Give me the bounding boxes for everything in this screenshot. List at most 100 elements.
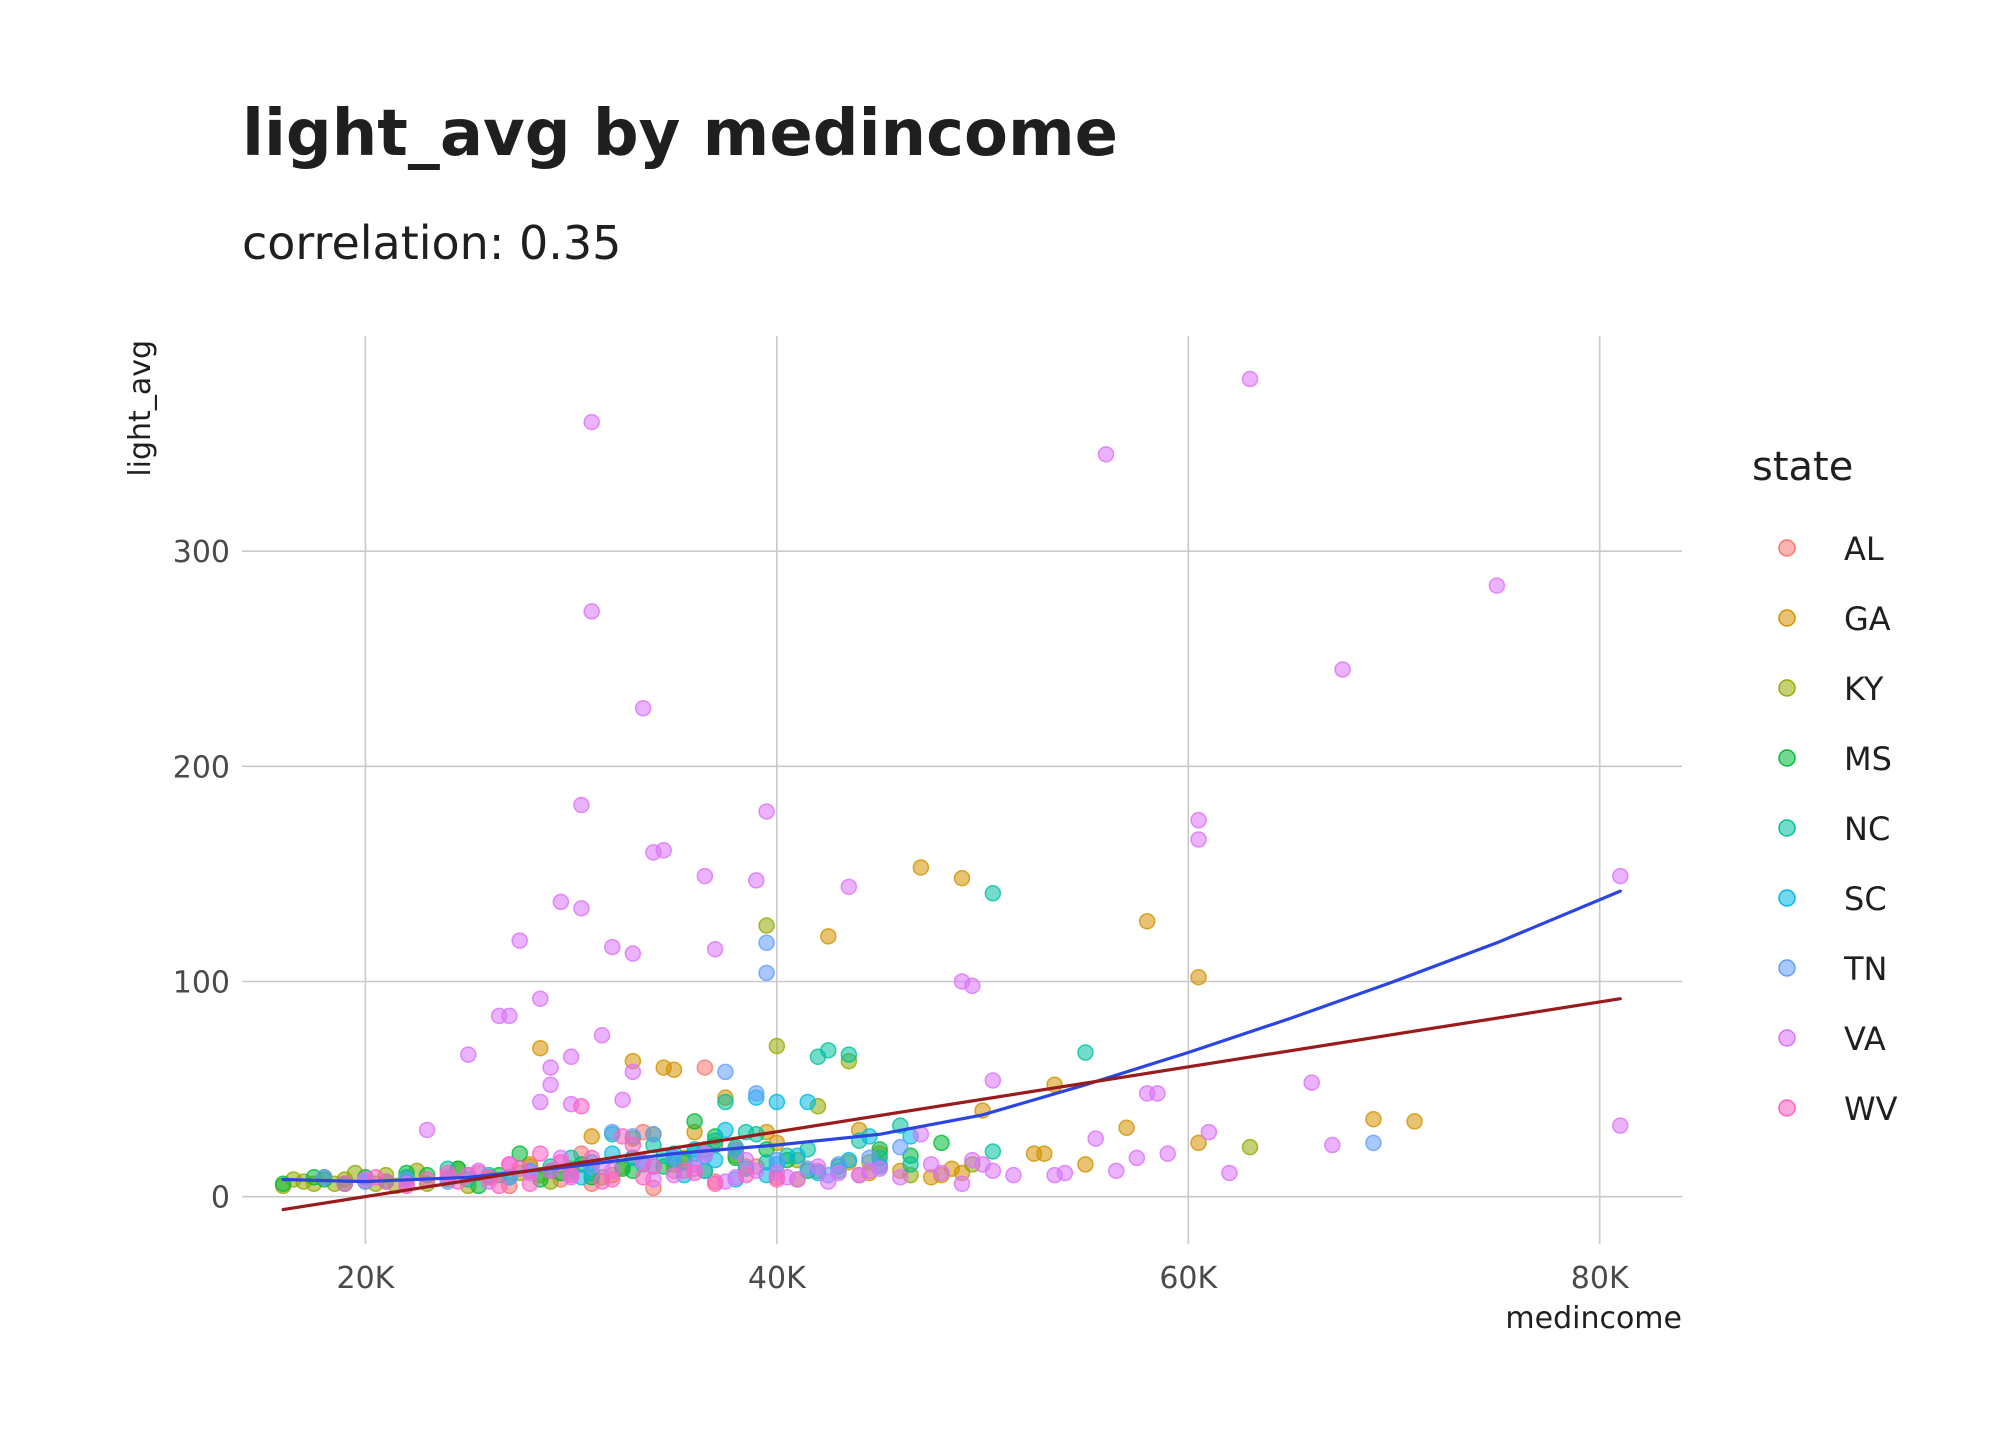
data-point-va <box>552 893 570 911</box>
data-point-tn <box>892 1138 909 1156</box>
data-point-va <box>1221 1164 1238 1182</box>
data-point-va <box>542 1059 559 1076</box>
data-point-va <box>1097 446 1115 463</box>
data-point-ms <box>933 1134 950 1152</box>
data-point-va <box>624 945 642 962</box>
data-point-tn <box>758 934 775 952</box>
data-point-va <box>748 872 765 889</box>
data-point-va <box>460 1046 477 1063</box>
data-point-va <box>1241 370 1259 388</box>
data-points <box>274 370 1629 1197</box>
data-point-ga <box>1190 968 1207 986</box>
data-point-sc <box>799 1093 816 1111</box>
legend-title: state <box>1752 444 1853 490</box>
data-point-va <box>614 1091 631 1109</box>
x-tick-label: 80K <box>1571 1261 1630 1296</box>
data-point-ga <box>532 1039 549 1057</box>
y-axis-tick-labels: 0 100 200 300 <box>173 535 230 1215</box>
data-point-va <box>1200 1123 1218 1141</box>
data-point-va <box>1303 1074 1320 1091</box>
data-point-ga <box>820 928 837 945</box>
data-point-va <box>696 867 714 885</box>
legend-label-nc: NC <box>1844 810 1890 848</box>
data-point-nc <box>840 1046 858 1063</box>
data-point-ms <box>686 1113 703 1130</box>
legend-label-ga: GA <box>1844 600 1891 638</box>
data-point-va <box>634 699 652 717</box>
data-point-va <box>1108 1162 1125 1180</box>
data-point-tn <box>316 1169 333 1186</box>
x-tick-label: 60K <box>1159 1261 1218 1296</box>
legend-key-wv <box>1778 1099 1796 1117</box>
data-point-va <box>737 1151 755 1169</box>
legend: state AL GA KY MS NC SC TN VA WV <box>1752 444 1898 1128</box>
data-point-tn <box>717 1063 734 1081</box>
legend-key-ky <box>1778 679 1796 697</box>
legend-label-wv: WV <box>1844 1090 1898 1128</box>
data-point-ga <box>1036 1145 1053 1162</box>
data-point-va <box>1046 1166 1063 1184</box>
legend-key-nc <box>1778 819 1796 837</box>
data-point-va <box>624 1063 642 1081</box>
data-point-va <box>542 1076 559 1094</box>
data-point-va <box>583 413 600 431</box>
data-point-sc <box>768 1093 786 1111</box>
legend-key-va <box>1778 1029 1796 1047</box>
legend-key-al <box>1778 539 1796 557</box>
data-point-va <box>953 1175 971 1193</box>
chart-subtitle: correlation: 0.35 <box>242 216 622 270</box>
fit-lines <box>281 889 1622 1212</box>
data-point-wv <box>737 1166 755 1184</box>
data-point-wv <box>593 1173 611 1190</box>
legend-label-va: VA <box>1844 1020 1886 1058</box>
data-point-va <box>583 603 600 620</box>
data-point-va <box>1324 1136 1341 1154</box>
data-point-sc <box>789 1147 806 1165</box>
x-tick-label: 20K <box>336 1261 395 1296</box>
y-axis-title: light_avg <box>123 340 158 477</box>
data-point-va <box>604 938 621 956</box>
legend-key-tn <box>1778 959 1796 977</box>
data-point-va <box>1087 1130 1104 1147</box>
data-point-wv <box>532 1145 549 1162</box>
data-point-ga <box>1118 1119 1135 1137</box>
y-tick-label: 0 <box>211 1181 230 1216</box>
data-point-wv <box>645 1158 662 1175</box>
data-point-ga <box>583 1128 600 1145</box>
data-point-sc <box>717 1121 734 1139</box>
data-point-va <box>1612 1117 1629 1134</box>
data-point-va <box>532 990 549 1007</box>
data-point-ky <box>768 1037 786 1055</box>
data-point-va <box>593 1027 611 1044</box>
data-point-nc <box>717 1093 734 1111</box>
legend-label-al: AL <box>1844 530 1884 568</box>
series-nc <box>398 885 1094 1188</box>
data-point-va <box>1334 661 1351 678</box>
data-point-va <box>964 977 981 995</box>
data-point-tn <box>1365 1134 1382 1152</box>
data-point-va <box>1190 811 1207 829</box>
data-point-va <box>840 878 858 896</box>
data-point-wv <box>336 1175 354 1193</box>
data-point-tn <box>758 964 775 982</box>
data-point-ga <box>1365 1110 1382 1128</box>
data-point-wv <box>686 1164 703 1182</box>
legend-key-ms <box>1778 749 1796 767</box>
data-point-ky <box>1241 1138 1259 1156</box>
x-axis-title: medincome <box>1505 1301 1682 1336</box>
y-tick-label: 200 <box>173 750 230 785</box>
x-tick-label: 40K <box>748 1261 807 1296</box>
data-point-nc <box>902 1156 919 1173</box>
data-point-wv <box>768 1171 786 1188</box>
data-point-va <box>974 1156 991 1173</box>
y-tick-label: 300 <box>173 535 230 570</box>
data-point-va <box>532 1093 549 1111</box>
linear-fit-line <box>281 997 1622 1212</box>
data-point-wv <box>706 1175 724 1193</box>
x-axis-tick-labels: 20K 40K 60K 80K <box>336 1261 1629 1296</box>
data-point-wv <box>573 1098 590 1115</box>
data-point-tn <box>645 1126 662 1143</box>
data-point-va <box>1149 1085 1166 1102</box>
data-point-va <box>1159 1145 1176 1162</box>
